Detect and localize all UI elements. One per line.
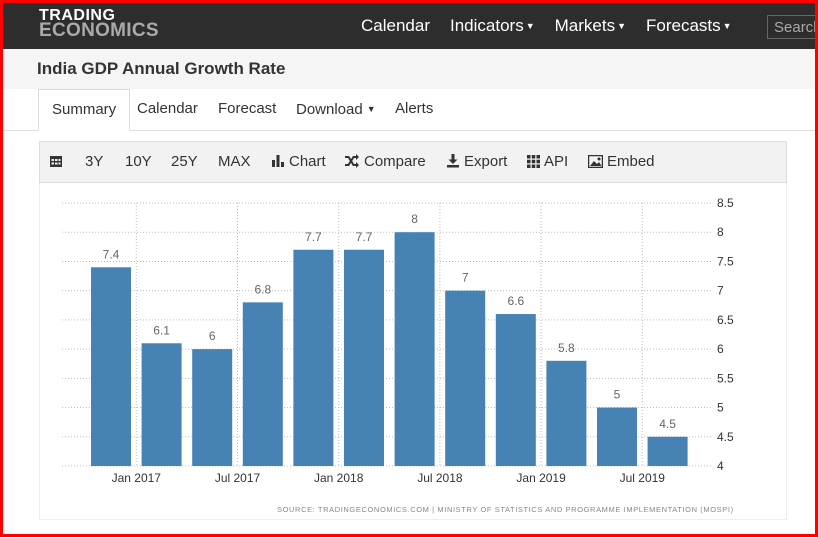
data-label: 6.1 <box>153 323 170 337</box>
x-tick-label: Jul 2018 <box>417 471 463 485</box>
search-input[interactable] <box>767 15 818 39</box>
tab-download[interactable]: Download ▼ <box>296 89 376 130</box>
data-label: 5 <box>614 388 621 402</box>
y-tick-label: 8 <box>717 225 724 239</box>
data-label: 6.6 <box>507 294 524 308</box>
data-label: 7.7 <box>305 230 322 244</box>
bar-chart-icon <box>272 155 284 167</box>
logo-line-1: TRADING <box>39 7 116 24</box>
range-25y-button[interactable]: 25Y <box>171 153 198 170</box>
tab-alerts[interactable]: Alerts <box>395 100 434 117</box>
nav-forecasts[interactable]: Forecasts ▼ <box>646 16 732 36</box>
nav-markets-label: Markets <box>554 16 616 35</box>
range-max-button[interactable]: MAX <box>218 153 251 170</box>
embed-label: Embed <box>607 153 655 170</box>
x-tick-label: Jan 2018 <box>314 471 364 485</box>
api-label: API <box>544 153 569 170</box>
data-label: 4.5 <box>659 417 676 431</box>
data-bar <box>394 232 435 466</box>
chart-type-button[interactable]: Chart <box>271 142 326 182</box>
export-label: Export <box>464 153 508 170</box>
api-button[interactable]: API <box>527 142 568 182</box>
data-bar <box>344 249 384 466</box>
tab-forecast[interactable]: Forecast <box>218 100 277 117</box>
data-bar <box>597 407 637 466</box>
page-title: India GDP Annual Growth Rate <box>37 59 286 78</box>
data-bar <box>192 349 233 466</box>
export-button[interactable]: Export <box>446 142 507 182</box>
shuffle-icon <box>345 154 359 168</box>
y-tick-label: 4 <box>717 459 724 473</box>
title-bar: India GDP Annual Growth Rate <box>3 49 815 90</box>
logo-line-2: ECONOMICS <box>39 20 159 41</box>
bar-chart: 4 4.5 5 5.5 6 6.5 7 7.5 8 8.5 Jan 2017 Jul 2017 Jan … <box>62 196 734 485</box>
x-tick-label: Jul 2019 <box>620 471 666 485</box>
site-logo[interactable]: TRADING ECONOMICS <box>39 7 159 41</box>
data-bar <box>647 436 688 466</box>
y-tick-label: 5.5 <box>717 371 734 385</box>
tab-download-label: Download <box>296 101 363 118</box>
caret-down-icon: ▼ <box>366 104 376 114</box>
chart-toolbar: 3Y 10Y 25Y MAX Chart Compare Export API … <box>39 141 787 183</box>
top-navbar: TRADING ECONOMICS Calendar Indicators ▼ M… <box>3 3 818 49</box>
data-label: 7 <box>462 271 469 285</box>
image-icon <box>587 154 604 169</box>
tab-bar: Summary Calendar Forecast Download ▼ Aler… <box>3 89 815 131</box>
data-bar <box>546 360 587 466</box>
compare-label: Compare <box>364 153 426 170</box>
compare-button[interactable]: Compare <box>344 142 426 182</box>
y-tick-label: 6 <box>717 342 724 356</box>
grid-icon <box>527 155 540 168</box>
nav-forecasts-label: Forecasts <box>646 16 721 35</box>
caret-down-icon: ▼ <box>617 21 627 31</box>
data-label: 7.4 <box>103 247 120 261</box>
data-bar <box>445 290 486 466</box>
data-bar <box>91 267 131 466</box>
data-bar <box>242 302 283 466</box>
y-tick-label: 8.5 <box>717 196 734 210</box>
data-label: 6 <box>209 329 216 343</box>
nav-calendar-label: Calendar <box>361 16 430 35</box>
data-label: 7.7 <box>356 230 373 244</box>
chart-source: SOURCE: TRADINGECONOMICS.COM | MINISTRY … <box>277 505 734 514</box>
x-tick-label: Jan 2017 <box>112 471 162 485</box>
download-icon <box>447 154 459 168</box>
caret-down-icon: ▼ <box>525 21 535 31</box>
data-label: 8 <box>411 212 418 226</box>
chart-container: 4 4.5 5 5.5 6 6.5 7 7.5 8 8.5 Jan 2017 Jul 2017 Jan … <box>39 183 787 520</box>
x-tick-label: Jul 2017 <box>215 471 261 485</box>
y-tick-label: 5 <box>717 401 724 415</box>
data-bar <box>141 343 182 466</box>
nav-indicators-label: Indicators <box>450 16 524 35</box>
y-tick-label: 7.5 <box>717 254 734 268</box>
caret-down-icon: ▼ <box>722 21 732 31</box>
main-nav: Calendar Indicators ▼ Markets ▼ Forecasts ▼ <box>361 3 752 49</box>
x-tick-label: Jan 2019 <box>516 471 566 485</box>
data-bar <box>293 249 334 466</box>
data-label: 5.8 <box>558 341 575 355</box>
y-tick-label: 7 <box>717 284 724 298</box>
data-bar <box>495 314 536 466</box>
data-label: 6.8 <box>254 282 271 296</box>
range-10y-button[interactable]: 10Y <box>125 153 152 170</box>
nav-markets[interactable]: Markets ▼ <box>555 16 626 36</box>
tab-summary[interactable]: Summary <box>38 89 131 131</box>
nav-indicators[interactable]: Indicators ▼ <box>450 16 535 36</box>
nav-calendar[interactable]: Calendar <box>361 16 430 36</box>
chart-label: Chart <box>289 153 326 170</box>
y-tick-label: 4.5 <box>717 430 734 444</box>
calendar-icon[interactable] <box>49 142 67 182</box>
y-tick-label: 6.5 <box>717 313 734 327</box>
range-3y-button[interactable]: 3Y <box>85 153 104 170</box>
embed-button[interactable]: Embed <box>587 142 655 182</box>
tab-calendar[interactable]: Calendar <box>137 100 198 117</box>
